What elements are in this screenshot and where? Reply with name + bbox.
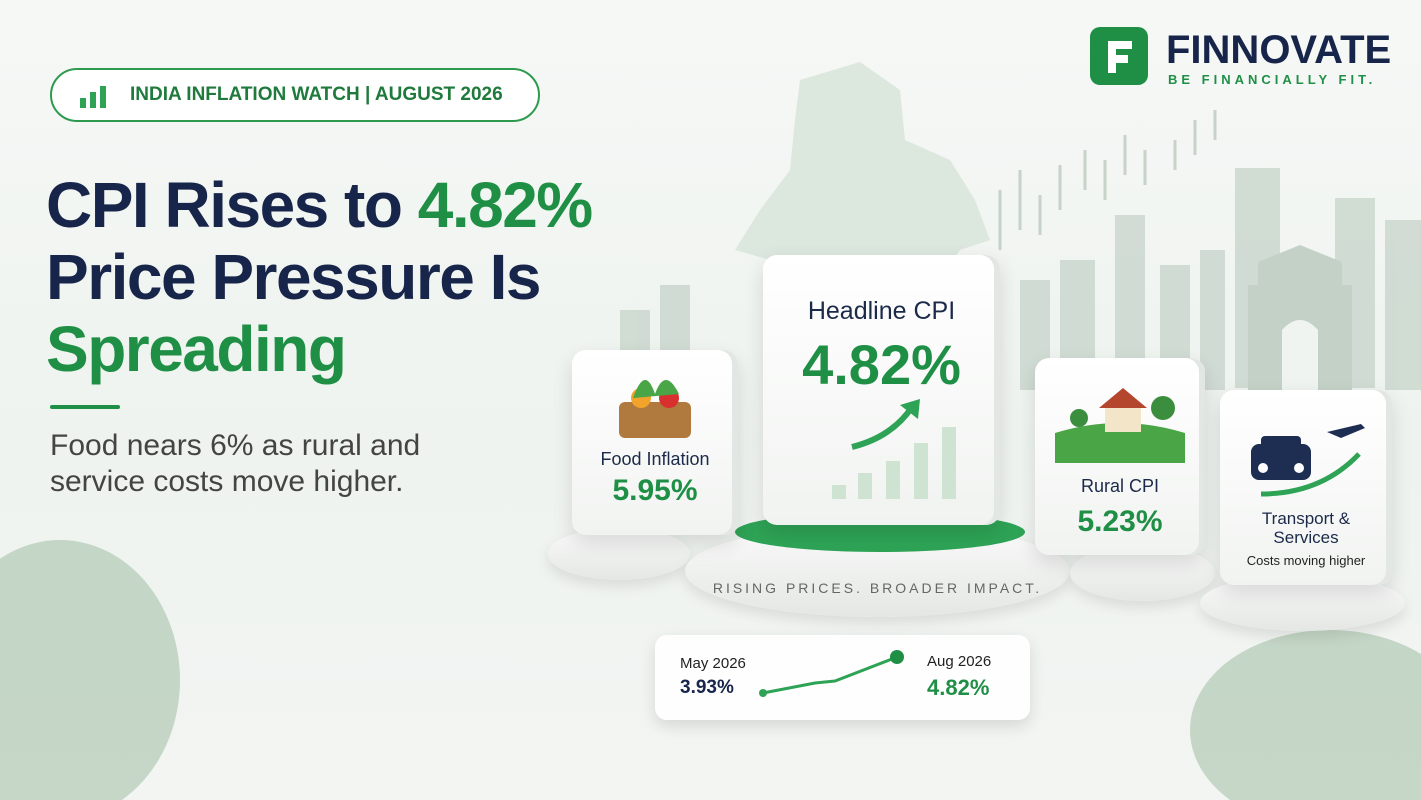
card-label: Food Inflation — [600, 449, 710, 469]
card-value: 5.95% — [612, 474, 698, 507]
trend-box: May 2026 3.93% Aug 2026 4.82% — [655, 635, 1030, 720]
card: Food Inflation 5.95% — [572, 350, 738, 535]
divider — [50, 405, 120, 409]
trend-line — [759, 650, 904, 697]
card-value: 5.23% — [1077, 505, 1163, 538]
subtitle: Food nears 6% as rural and — [50, 429, 421, 462]
card: Headline CPI 4.82% — [763, 255, 1000, 525]
skyline — [620, 168, 1421, 390]
transport-icon — [1251, 424, 1365, 497]
plant-left — [0, 540, 180, 800]
podium-caption: RISING PRICES. BROADER IMPACT. — [712, 580, 1043, 596]
trend-end-label: Aug 2026 — [927, 653, 992, 670]
card-value: 4.82% — [802, 333, 961, 396]
logo-icon — [1108, 41, 1132, 73]
growth-icon — [831, 399, 956, 499]
headline-text: CPI Rises to — [46, 169, 403, 241]
badge-text: INDIA INFLATION WATCH | AUGUST 2026 — [130, 84, 503, 105]
brand-tagline: BE FINANCIALLY FIT. — [1168, 72, 1377, 87]
headline-line: Price Pressure Is — [46, 241, 541, 313]
subtitle: service costs move higher. — [50, 465, 404, 498]
badge-icon — [80, 86, 106, 108]
card: Rural CPI 5.23% — [1035, 358, 1205, 555]
card-label: Rural CPI — [1080, 476, 1160, 496]
brand-name: FINNOVATE — [1166, 28, 1392, 72]
card-note: Costs moving higher — [1246, 553, 1366, 568]
trend-end-value: 4.82% — [927, 675, 990, 700]
plant-right — [1190, 630, 1421, 800]
logo-mark — [1090, 27, 1148, 85]
badge: INDIA INFLATION WATCH | AUGUST 2026 — [50, 68, 540, 122]
headline-highlight: 4.82% — [417, 169, 593, 241]
india-gate — [1248, 245, 1352, 390]
card: Transport & Services Costs moving higher — [1220, 390, 1392, 585]
card-label: Headline CPI — [807, 297, 956, 325]
headline-line: Spreading — [46, 313, 347, 385]
basket-icon — [619, 379, 691, 438]
headline-line: CPI Rises to 4.82% — [46, 169, 593, 241]
candles — [998, 110, 1217, 250]
podium — [548, 528, 690, 580]
trend-start-value: 3.93% — [680, 677, 734, 698]
card-label: Transport & Services — [1261, 509, 1351, 547]
trend-start-label: May 2026 — [680, 655, 746, 672]
farm-icon — [1055, 388, 1185, 463]
